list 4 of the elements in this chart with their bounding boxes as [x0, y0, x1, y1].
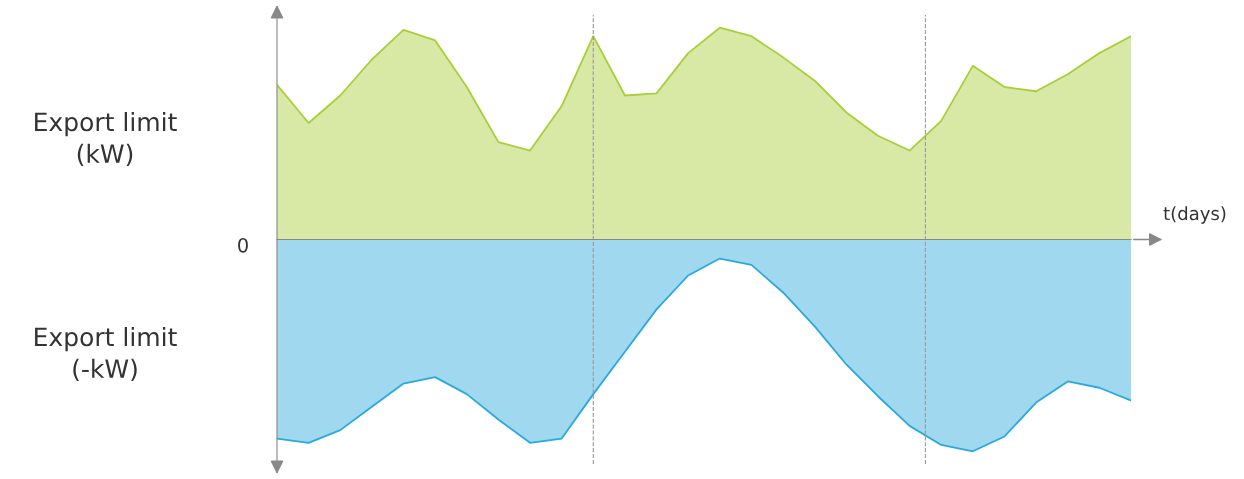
- text: 0: [238, 237, 248, 253]
- x-axis-title: t(days): [1163, 206, 1226, 224]
- text: Export limit (kW): [35, 112, 177, 167]
- text: Export limit (-kW): [35, 327, 177, 382]
